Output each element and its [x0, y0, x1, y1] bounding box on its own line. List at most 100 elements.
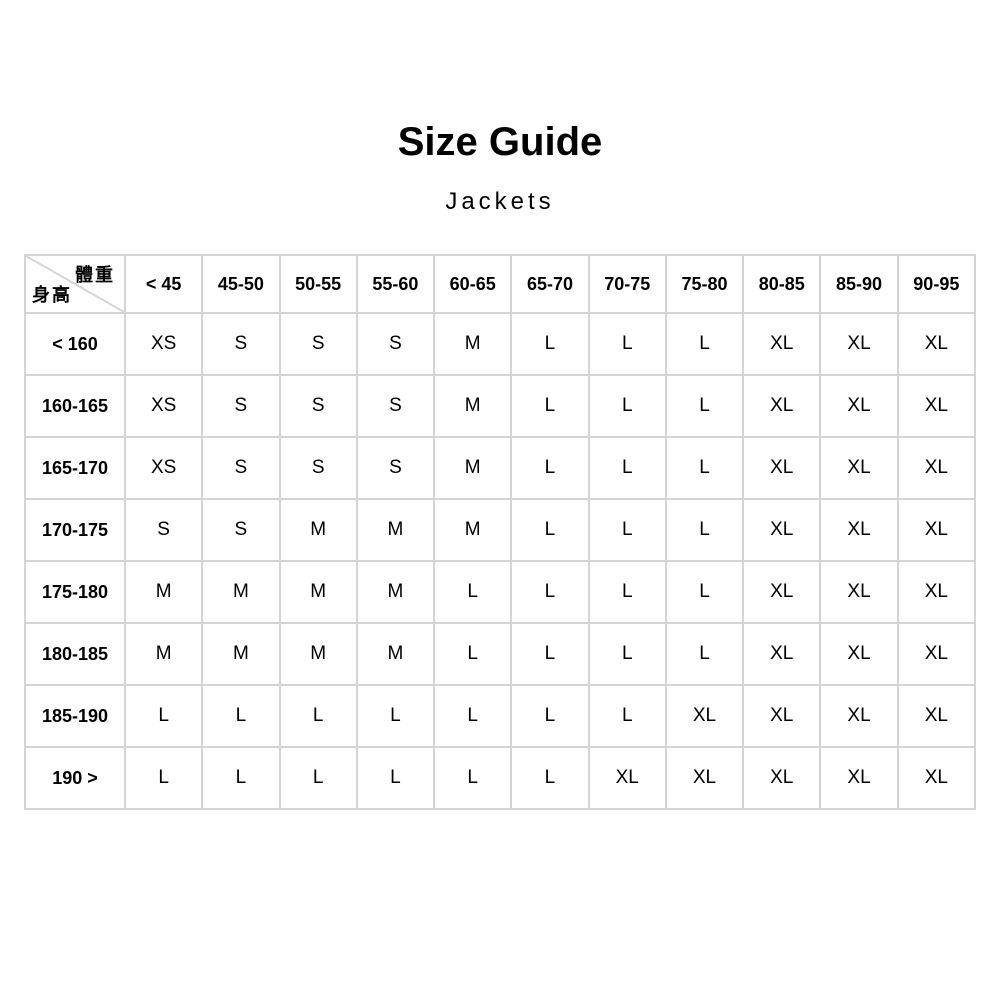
size-cell: L — [510, 560, 590, 624]
height-row-label: 170-175 — [24, 498, 126, 562]
size-cell: M — [433, 436, 513, 500]
size-cell: XL — [896, 374, 977, 438]
size-cell: L — [510, 746, 590, 810]
size-cell: M — [201, 560, 281, 624]
table-row: < 160 XS S S S M L L L XL XL XL — [24, 312, 977, 376]
size-cell: L — [510, 312, 590, 376]
size-cell: XL — [742, 312, 822, 376]
size-cell: XL — [819, 312, 899, 376]
size-cell: XL — [819, 374, 899, 438]
size-cell: XS — [123, 312, 204, 376]
size-cell: L — [587, 684, 667, 748]
size-cell: XL — [896, 746, 977, 810]
size-cell: M — [201, 622, 281, 686]
size-cell: L — [433, 684, 513, 748]
size-cell: L — [664, 498, 745, 562]
size-cell: XL — [819, 622, 899, 686]
size-cell: L — [123, 746, 204, 810]
size-cell: L — [510, 622, 590, 686]
size-cell: L — [664, 560, 745, 624]
size-cell: S — [355, 374, 436, 438]
weight-header-cell: 55-60 — [355, 254, 436, 314]
size-cell: L — [587, 436, 667, 500]
page-subtitle: Jackets — [445, 188, 555, 215]
size-cell: XL — [819, 436, 899, 500]
size-cell: XS — [123, 374, 204, 438]
size-cell: XL — [664, 684, 745, 748]
size-cell: L — [587, 374, 667, 438]
size-cell: L — [433, 746, 513, 810]
weight-header-cell: 50-55 — [278, 254, 358, 314]
size-cell: S — [278, 374, 358, 438]
size-cell: XL — [742, 622, 822, 686]
size-cell: L — [433, 622, 513, 686]
size-cell: L — [278, 684, 358, 748]
size-cell: L — [510, 436, 590, 500]
size-cell: S — [123, 498, 204, 562]
size-cell: L — [510, 498, 590, 562]
weight-header-cell: 65-70 — [510, 254, 590, 314]
weight-header-cell: < 45 — [123, 254, 204, 314]
height-row-label: 190 > — [24, 746, 126, 810]
size-cell: XL — [896, 312, 977, 376]
size-cell: XL — [819, 560, 899, 624]
size-guide-table: 體重 身高 < 45 45-50 50-55 55-60 60-65 65-70 70-75… — [24, 254, 977, 810]
size-cell: XL — [896, 684, 977, 748]
size-cell: L — [510, 684, 590, 748]
weight-header-cell: 60-65 — [433, 254, 513, 314]
height-row-label: < 160 — [24, 312, 126, 376]
size-cell: S — [201, 498, 281, 562]
size-cell: L — [355, 684, 436, 748]
size-cell: M — [123, 622, 204, 686]
size-cell: L — [664, 374, 745, 438]
size-cell: L — [664, 312, 745, 376]
size-cell: M — [355, 498, 436, 562]
table-row: 160-165 XS S S S M L L L XL XL XL — [24, 374, 977, 438]
size-cell: M — [355, 560, 436, 624]
size-cell: L — [510, 374, 590, 438]
size-cell: M — [123, 560, 204, 624]
height-axis-label: 身高 — [32, 285, 72, 305]
height-row-label: 165-170 — [24, 436, 126, 500]
header-row: 體重 身高 < 45 45-50 50-55 55-60 60-65 65-70 70-75… — [24, 254, 977, 314]
size-cell: XL — [587, 746, 667, 810]
size-cell: M — [278, 560, 358, 624]
weight-header-cell: 80-85 — [742, 254, 822, 314]
size-cell: XL — [742, 684, 822, 748]
size-table-container: 體重 身高 < 45 45-50 50-55 55-60 60-65 65-70 70-75… — [24, 254, 977, 810]
size-cell: L — [587, 622, 667, 686]
height-row-label: 185-190 — [24, 684, 126, 748]
table-row: 170-175 S S M M M L L L XL XL XL — [24, 498, 977, 562]
size-cell: XL — [819, 498, 899, 562]
size-cell: XL — [896, 436, 977, 500]
table-row: 175-180 M M M M L L L L XL XL XL — [24, 560, 977, 624]
corner-cell: 體重 身高 — [24, 254, 126, 314]
size-cell: XL — [742, 436, 822, 500]
size-cell: XL — [819, 684, 899, 748]
size-cell: L — [201, 684, 281, 748]
size-cell: S — [355, 312, 436, 376]
size-cell: L — [201, 746, 281, 810]
size-cell: L — [664, 622, 745, 686]
table-body: < 160 XS S S S M L L L XL XL XL 160-165 XS S S S M L L L XL XL… — [24, 312, 977, 810]
size-cell: XL — [664, 746, 745, 810]
size-cell: XL — [896, 560, 977, 624]
size-cell: XS — [123, 436, 204, 500]
table-row: 165-170 XS S S S M L L L XL XL XL — [24, 436, 977, 500]
size-cell: XL — [742, 560, 822, 624]
page-title: Size Guide — [397, 120, 603, 164]
size-cell: M — [433, 498, 513, 562]
size-cell: S — [201, 312, 281, 376]
height-row-label: 180-185 — [24, 622, 126, 686]
size-cell: S — [278, 436, 358, 500]
size-cell: L — [278, 746, 358, 810]
weight-header-cell: 90-95 — [896, 254, 977, 314]
size-cell: XL — [896, 622, 977, 686]
size-cell: S — [201, 436, 281, 500]
weight-header-cell: 70-75 — [587, 254, 667, 314]
height-row-label: 160-165 — [24, 374, 126, 438]
size-cell: L — [123, 684, 204, 748]
size-cell: L — [433, 560, 513, 624]
weight-header-cell: 45-50 — [201, 254, 281, 314]
size-cell: M — [355, 622, 436, 686]
